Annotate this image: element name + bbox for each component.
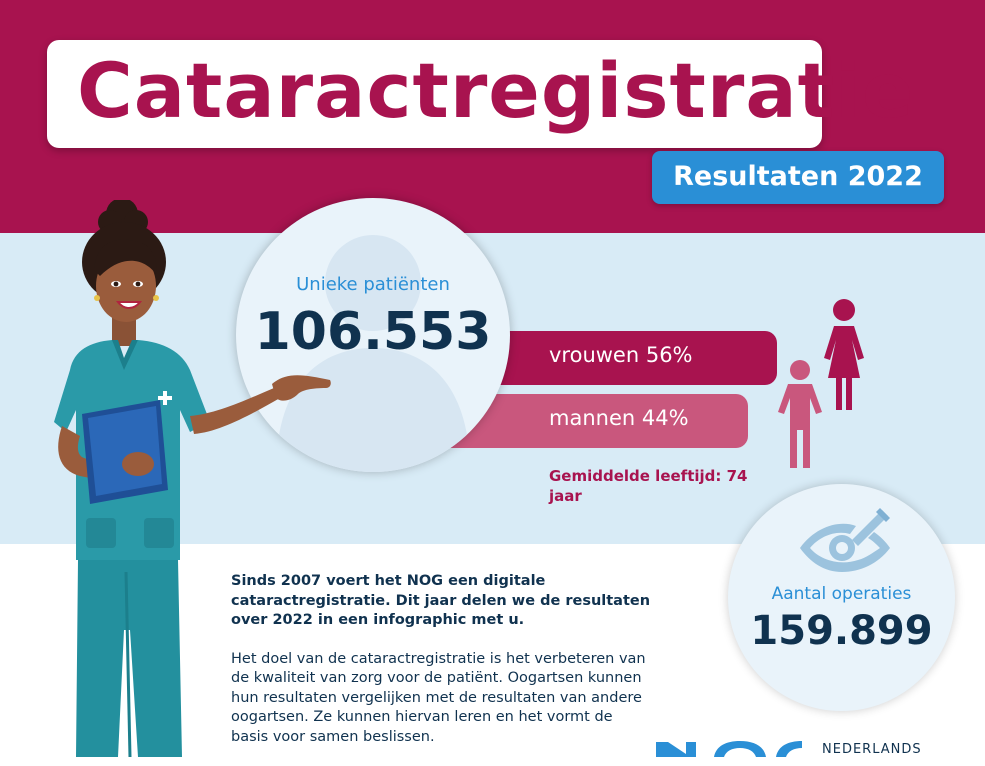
woman-child-icon (778, 299, 864, 468)
intro-paragraph-1: Sinds 2007 voert het NOG een digitale ca… (231, 573, 651, 628)
subtitle-badge: Resultaten 2022 (652, 151, 944, 204)
women-label: vrouwen 56% (549, 343, 693, 367)
title-card: Cataractregistratie (47, 40, 914, 148)
men-bar: mannen 44% (440, 394, 748, 448)
page-title: Cataractregistratie (77, 46, 915, 135)
patients-label: Unieke patiënten (296, 274, 450, 295)
subtitle-text: Resultaten 2022 (673, 161, 923, 192)
intro-paragraph-2: Het doel van de cataractregistratie is h… (231, 650, 646, 745)
patients-value: 106.553 (254, 302, 492, 362)
average-age: Gemiddelde leeftijd: 74 jaar (549, 467, 748, 505)
logo-wordmark: NEDERLANDS (822, 742, 922, 757)
operations-label: Aantal operaties (771, 584, 912, 604)
intro-text: Sinds 2007 voert het NOG een digitale ca… (231, 572, 651, 766)
men-label: mannen 44% (549, 406, 689, 430)
nurse-illustration (54, 200, 331, 757)
nog-logo (656, 741, 802, 757)
operations-value: 159.899 (750, 608, 933, 654)
operations-circle: Aantal operaties 159.899 (728, 484, 955, 711)
eye-scalpel-icon (800, 508, 890, 572)
